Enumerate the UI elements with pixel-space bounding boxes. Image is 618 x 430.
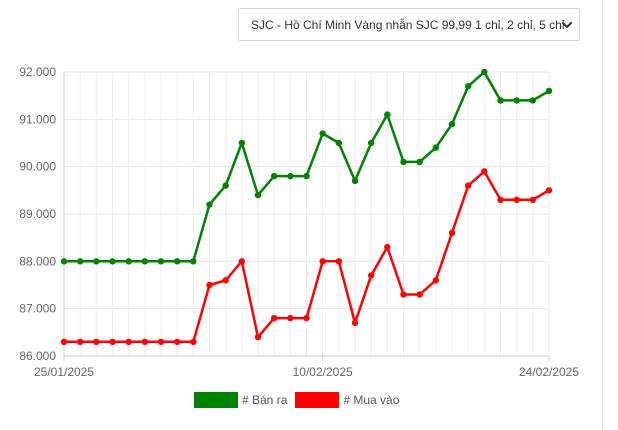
data-point-sell (141, 258, 149, 265)
y-tick-label: 90.000 (19, 160, 56, 174)
data-point-buy (60, 338, 68, 345)
data-point-buy (464, 182, 472, 189)
data-point-buy (157, 338, 165, 345)
data-point-sell (93, 258, 100, 265)
data-point-sell (448, 120, 456, 128)
data-point-sell (367, 139, 375, 147)
data-point-sell (270, 172, 278, 180)
y-tick-label: 88.000 (19, 254, 56, 268)
data-point-sell (335, 139, 343, 147)
data-point-sell (400, 158, 407, 166)
data-point-sell (173, 258, 181, 265)
data-point-buy (367, 272, 375, 279)
data-point-buy (416, 291, 423, 298)
data-point-buy (109, 338, 116, 345)
panel-border (602, 0, 603, 430)
data-point-buy (432, 277, 440, 284)
y-tick-label: 86.000 (19, 349, 56, 363)
data-point-buy (190, 338, 197, 345)
data-point-sell (545, 87, 553, 95)
data-point-sell (513, 97, 520, 104)
legend-swatch-buy (295, 392, 340, 408)
data-point-buy (287, 314, 294, 322)
data-point-buy (529, 196, 537, 203)
data-point-sell (190, 258, 197, 265)
y-tick-label: 87.000 (19, 302, 56, 316)
data-point-sell (238, 139, 246, 147)
data-point-buy (335, 258, 343, 265)
data-point-buy (497, 196, 504, 203)
data-point-buy (93, 338, 100, 345)
data-point-sell (529, 97, 537, 104)
data-point-sell (319, 130, 326, 137)
data-point-sell (60, 258, 68, 265)
legend-item-buy[interactable]: # Mua vào (295, 392, 399, 408)
chart-legend: # Bán ra # Mua vào (194, 392, 407, 408)
data-point-sell (384, 111, 391, 118)
data-point-sell (109, 258, 116, 265)
gold-type-select-value: SJC - Hồ Chí Minh Vàng nhẫn SJC 99,99 1 … (251, 18, 565, 32)
y-tick-label: 92.000 (19, 65, 56, 79)
data-point-sell (497, 97, 504, 104)
x-tick-label: 25/01/2025 (34, 365, 94, 379)
data-point-buy (141, 338, 149, 345)
data-point-buy (125, 338, 132, 345)
data-point-buy (254, 333, 262, 341)
data-point-sell (76, 258, 84, 265)
data-point-sell (254, 191, 262, 199)
data-point-buy (303, 314, 310, 322)
y-tick-label: 91.000 (19, 112, 56, 126)
chevron-down-icon (562, 22, 572, 28)
data-point-sell (464, 83, 472, 90)
data-point-sell (206, 201, 213, 208)
data-point-buy (76, 338, 84, 345)
data-point-sell (287, 172, 294, 180)
data-point-buy (270, 314, 278, 322)
data-point-buy (238, 258, 246, 265)
gold-type-select[interactable]: SJC - Hồ Chí Minh Vàng nhẫn SJC 99,99 1 … (238, 8, 580, 41)
data-point-buy (206, 281, 213, 289)
legend-swatch-sell (194, 392, 238, 408)
data-point-buy (400, 291, 407, 298)
x-tick-label: 10/02/2025 (293, 365, 353, 379)
x-tick-label: 24/02/2025 (519, 365, 579, 379)
data-point-sell (157, 258, 165, 265)
data-point-sell (416, 158, 423, 166)
legend-label-buy: # Mua vào (343, 393, 400, 407)
data-point-buy (481, 168, 488, 175)
y-tick-label: 89.000 (19, 207, 56, 221)
data-point-buy (173, 338, 181, 345)
data-point-sell (222, 182, 229, 189)
data-point-sell (125, 258, 132, 265)
data-point-sell (303, 172, 310, 180)
data-point-buy (545, 187, 553, 194)
legend-item-sell[interactable]: # Bán ra (194, 392, 287, 408)
data-point-buy (384, 243, 391, 251)
data-point-buy (448, 229, 456, 237)
data-point-buy (513, 196, 520, 203)
data-point-buy (319, 258, 326, 265)
data-point-sell (351, 177, 359, 185)
legend-label-sell: # Bán ra (242, 393, 288, 407)
data-point-buy (222, 277, 229, 284)
data-point-buy (351, 319, 359, 327)
data-point-sell (481, 68, 488, 76)
data-point-sell (432, 144, 440, 151)
